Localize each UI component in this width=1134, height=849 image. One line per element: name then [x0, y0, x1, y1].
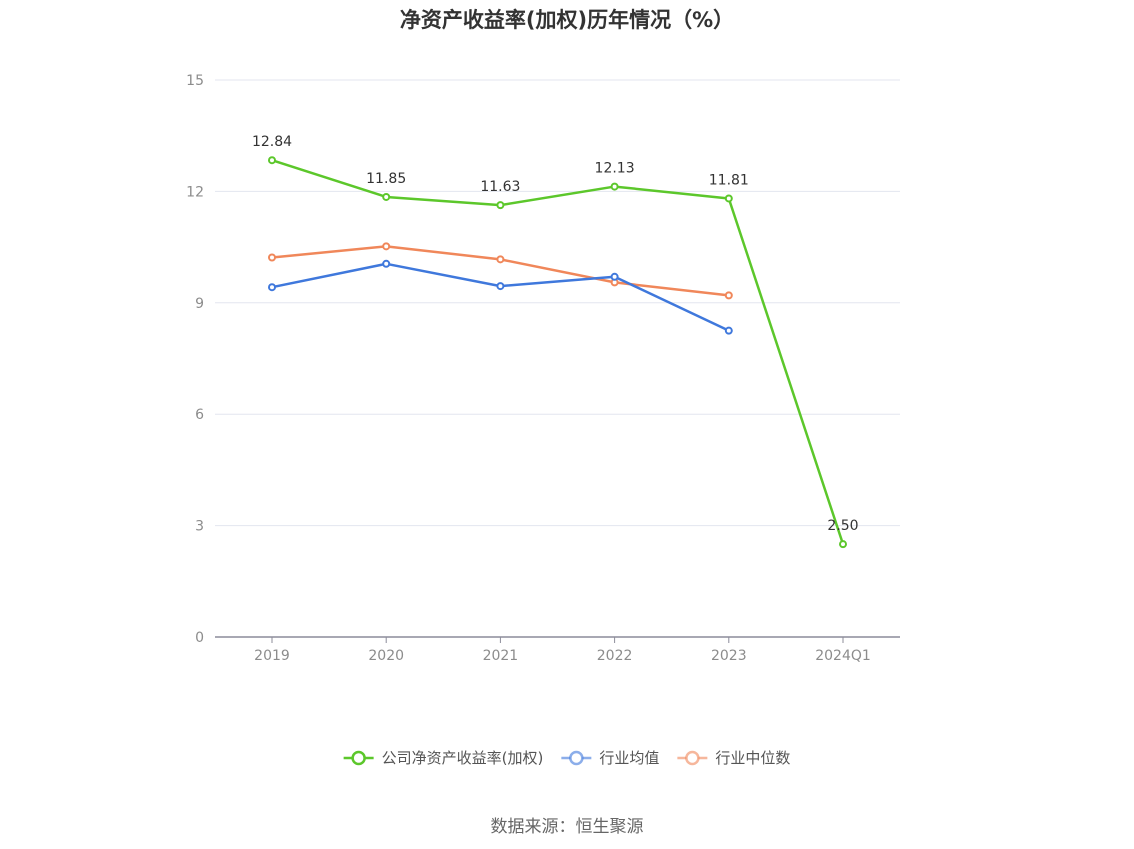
source-note: 数据来源：恒生聚源 — [490, 817, 644, 837]
x-tick-label: 2022 — [597, 648, 633, 664]
series-line — [271, 159, 845, 545]
series-lines — [268, 156, 847, 549]
x-tick-label: 2024Q1 — [815, 648, 871, 664]
data-point[interactable] — [610, 182, 619, 191]
legend[interactable]: 公司净资产收益率(加权) 行业均值 行业中位数 — [343, 749, 791, 767]
data-label: 2.50 — [827, 518, 858, 534]
data-labels: 12.84 11.85 11.63 12.13 11.81 2.50 — [252, 134, 859, 534]
x-tick-label: 2021 — [483, 648, 519, 664]
data-label: 12.13 — [595, 161, 635, 177]
legend-label: 公司净资产收益率(加权) — [382, 749, 544, 767]
axes: 0 3 6 9 12 15 2019 2020 2021 2022 2023 2024Q1 — [186, 73, 900, 664]
data-label: 12.84 — [252, 134, 292, 150]
data-point[interactable] — [724, 291, 733, 300]
data-point[interactable] — [839, 540, 847, 549]
legend-marker-icon — [685, 750, 700, 766]
grid-lines — [215, 79, 900, 527]
data-point[interactable] — [496, 282, 505, 291]
x-tick-label: 2020 — [368, 648, 404, 664]
data-point[interactable] — [610, 272, 619, 281]
y-tick-label: 3 — [195, 519, 204, 535]
y-tick-label: 12 — [186, 184, 204, 200]
data-label: 11.81 — [709, 172, 749, 188]
y-tick-label: 6 — [195, 407, 204, 423]
legend-item[interactable]: 行业中位数 — [677, 749, 790, 767]
x-tick-label: 2023 — [711, 648, 747, 664]
legend-marker-icon — [569, 750, 584, 766]
data-label: 11.85 — [366, 171, 406, 187]
data-point[interactable] — [382, 192, 391, 201]
y-tick-label: 0 — [195, 630, 204, 646]
data-point[interactable] — [724, 326, 733, 335]
data-point[interactable] — [724, 194, 733, 203]
legend-label: 行业均值 — [599, 749, 659, 767]
series-line — [271, 262, 730, 332]
data-point[interactable] — [382, 259, 391, 268]
x-tick-label: 2019 — [254, 648, 290, 664]
y-tick-label: 9 — [195, 296, 204, 312]
data-label: 11.63 — [480, 179, 520, 195]
data-point[interactable] — [268, 156, 276, 165]
chart-title: 净资产收益率(加权)历年情况（%） — [399, 8, 735, 32]
legend-item[interactable]: 公司净资产收益率(加权) — [343, 749, 544, 767]
data-point[interactable] — [496, 201, 505, 210]
data-point[interactable] — [268, 283, 276, 292]
legend-item[interactable]: 行业均值 — [561, 749, 659, 767]
data-point[interactable] — [496, 255, 505, 264]
data-point[interactable] — [268, 253, 276, 262]
legend-label: 行业中位数 — [715, 749, 790, 767]
y-tick-label: 15 — [186, 73, 204, 89]
data-point[interactable] — [382, 242, 391, 251]
legend-marker-icon — [351, 750, 366, 766]
